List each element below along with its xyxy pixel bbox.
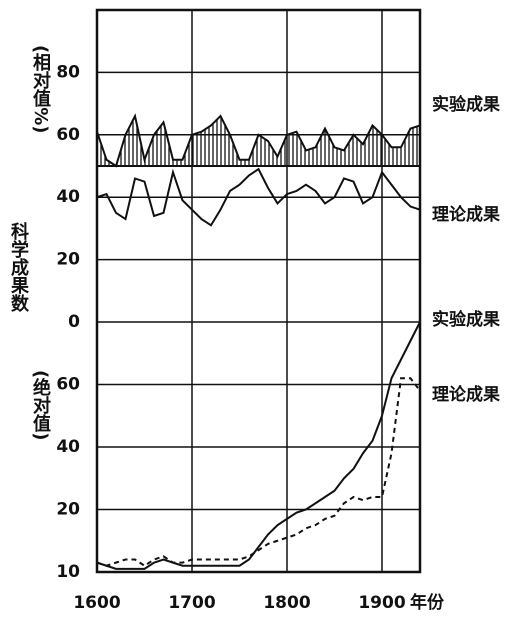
hatch-area	[97, 116, 420, 166]
y-tick-label: 20	[56, 500, 80, 520]
legend-label: 实验成果	[432, 94, 500, 115]
x-tick-label: 1800	[263, 593, 310, 613]
legend-label: 理论成果	[432, 384, 500, 405]
series-line	[96, 377, 421, 567]
y-label-relative: (相对值%)	[30, 45, 51, 134]
x-label: 年份	[410, 592, 445, 613]
legend-label: 实验成果	[432, 309, 500, 330]
y-tick-label: 10	[56, 562, 80, 582]
x-tick-label: 1600	[73, 593, 120, 613]
y-tick-label: 20	[56, 250, 80, 270]
x-tick-label: 1700	[168, 593, 215, 613]
y-tick-label: 60	[56, 125, 80, 145]
series-line	[96, 167, 421, 227]
y-tick-label: 40	[56, 187, 80, 207]
legend-label: 理论成果	[432, 204, 500, 225]
x-tick-label: 1900	[358, 593, 405, 613]
y-tick-label: 40	[56, 437, 80, 457]
series-line	[96, 113, 421, 168]
frame	[95, 8, 422, 574]
y-tick-label: 60	[56, 375, 80, 395]
series-line	[96, 321, 421, 570]
y-label-absolute: (绝对值)	[30, 370, 51, 440]
y-tick-label: 80	[56, 62, 80, 82]
side-label: 科学成果数	[8, 221, 30, 313]
y-tick-label: 0	[68, 312, 80, 332]
